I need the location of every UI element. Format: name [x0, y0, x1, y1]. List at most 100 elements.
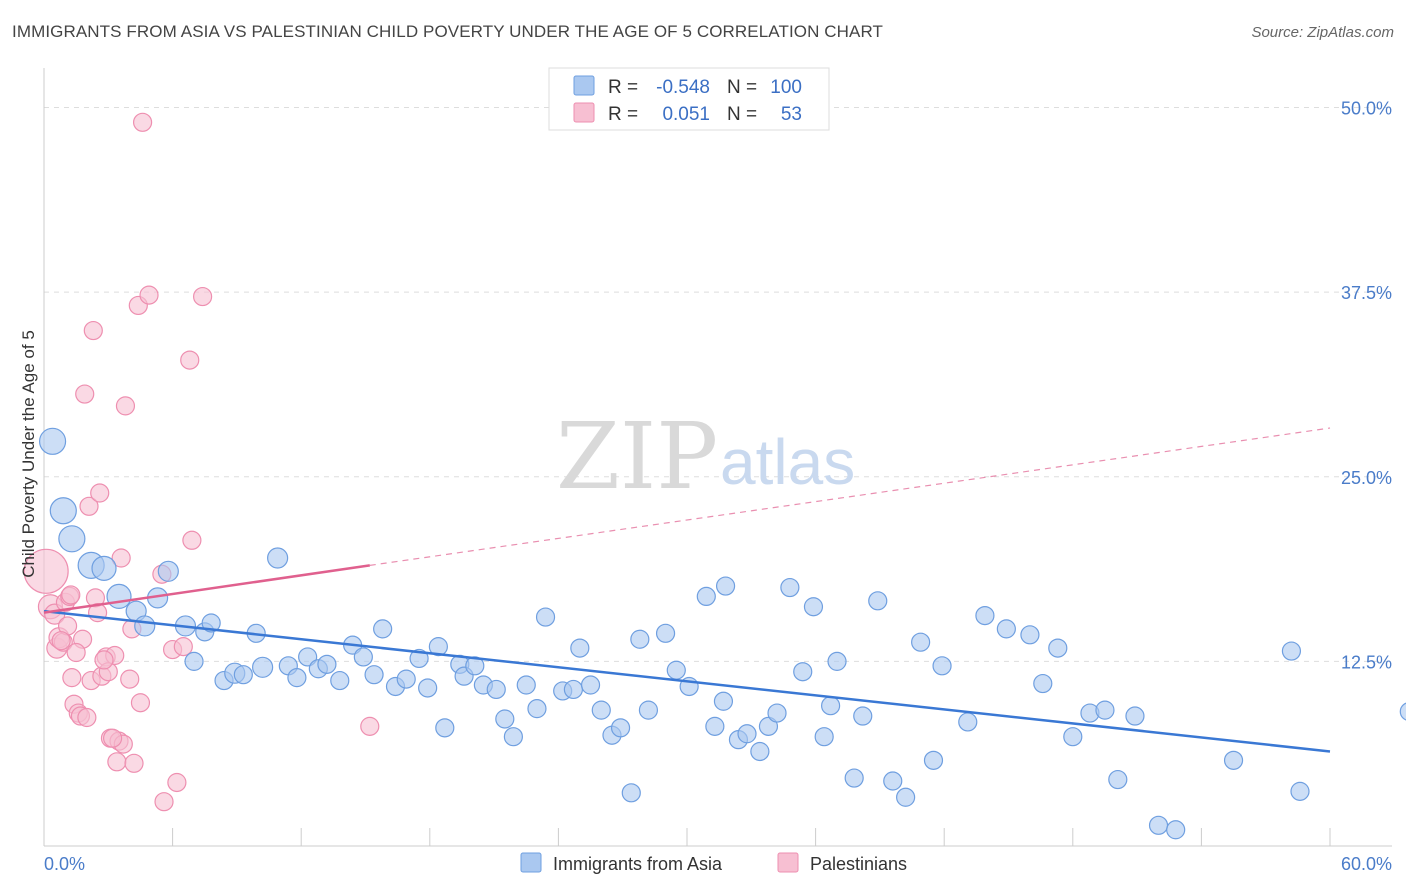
asia-point — [666, 660, 686, 680]
asia-point — [767, 703, 787, 723]
palestinians-point — [79, 496, 99, 516]
asia-point — [1033, 673, 1053, 694]
asia-point — [418, 678, 438, 698]
palestinians-point — [77, 707, 97, 728]
asia-point — [1399, 702, 1406, 721]
asia-point — [486, 679, 506, 700]
asia-point — [750, 741, 770, 762]
asia-point — [975, 605, 995, 626]
palestinians-point — [154, 792, 174, 812]
palestinians-point — [173, 637, 193, 657]
palestinians-point — [120, 669, 140, 689]
asia-point — [932, 656, 952, 676]
asia-point — [435, 718, 455, 738]
asia-point — [428, 637, 448, 657]
palestinians-point — [130, 693, 151, 713]
asia-point — [853, 706, 873, 726]
asia-point — [923, 750, 944, 770]
asia-point — [655, 623, 676, 643]
asia-point — [793, 662, 813, 682]
grid-lines — [44, 107, 1392, 662]
y-axis-label: Child Poverty Under the Age of 5 — [19, 330, 38, 578]
palestinians-point — [51, 631, 71, 651]
palestinians-point — [115, 396, 136, 416]
asia-point — [844, 768, 864, 788]
palestinians-point — [62, 668, 82, 688]
asia-point — [996, 619, 1016, 639]
y-tick-label: 12.5% — [1341, 652, 1392, 672]
asia-point — [803, 597, 824, 617]
bottom-legend-label-palestinians: Palestinians — [810, 854, 907, 874]
asia-point — [58, 525, 86, 553]
asia-point — [38, 427, 67, 455]
palestinians-point — [83, 320, 103, 341]
trend-lines — [43, 427, 1331, 753]
x-tick-min: 0.0% — [44, 854, 85, 874]
asia-point — [1108, 769, 1128, 790]
asia-point — [638, 700, 659, 720]
palestinians-point — [139, 285, 159, 305]
asia-point — [364, 665, 384, 685]
asia-point — [1048, 638, 1068, 658]
bottom-legend-swatch-palestinians — [777, 852, 799, 873]
palestinians-point — [124, 753, 144, 773]
legend-box — [548, 67, 830, 131]
palestinians-point — [90, 483, 110, 503]
y-tick-label: 37.5% — [1341, 283, 1392, 303]
asia-point — [1148, 815, 1169, 835]
asia-point — [287, 668, 307, 688]
asia-point — [621, 783, 641, 803]
palestinians-point — [182, 530, 202, 550]
legend-n-label-asia: N = — [727, 77, 757, 98]
palestinians-trend-line — [43, 564, 370, 614]
palestinians-trend-extension — [369, 427, 1331, 566]
palestinians-point — [360, 716, 380, 736]
asia-point — [184, 651, 204, 671]
legend-r-value-asia: -0.548 — [656, 77, 710, 98]
asia-point — [298, 647, 318, 667]
palestinians-point — [23, 548, 69, 594]
asia-point — [516, 675, 536, 695]
asia-points — [38, 427, 1406, 840]
bottom-legend-swatch-asia — [520, 852, 542, 873]
asia-point — [106, 583, 132, 610]
asia-point — [591, 700, 611, 720]
asia-point — [330, 670, 350, 691]
series-legend: Immigrants from Asia Palestinians — [520, 852, 907, 874]
asia-point — [409, 648, 429, 669]
asia-point — [821, 696, 841, 716]
asia-point — [780, 577, 800, 598]
asia-point — [1020, 625, 1040, 645]
asia-point — [1166, 820, 1186, 840]
asia-point — [1125, 706, 1145, 726]
asia-point — [1290, 781, 1310, 801]
palestinians-point — [61, 585, 81, 605]
watermark-zip: ZIP — [556, 403, 718, 510]
asia-point — [911, 632, 931, 652]
asia-point — [465, 656, 485, 676]
legend-swatch-palestinians — [573, 102, 595, 123]
asia-point — [958, 712, 978, 732]
asia-trend-line — [43, 609, 1331, 753]
y-tick-labels: 12.5% 25.0% 37.5% 50.0% — [1341, 99, 1392, 673]
asia-point — [91, 555, 117, 581]
palestinians-point — [132, 112, 153, 132]
asia-point — [1223, 750, 1244, 770]
legend-swatch-asia — [573, 75, 595, 96]
asia-point — [233, 665, 253, 685]
correlation-legend: R = -0.548 N = 100 R = 0.051 N = 53 — [548, 67, 830, 131]
asia-point — [396, 669, 416, 689]
asia-point — [896, 787, 916, 807]
asia-point — [252, 656, 274, 678]
y-tick-label: 25.0% — [1341, 468, 1392, 488]
legend-r-label-palestinians: R = — [608, 104, 638, 125]
asia-point — [1095, 700, 1115, 720]
asia-point — [527, 699, 547, 719]
asia-point — [737, 724, 757, 744]
palestinians-points — [23, 112, 380, 812]
bottom-legend-label-asia: Immigrants from Asia — [553, 854, 723, 874]
palestinians-point — [167, 772, 187, 793]
asia-point — [580, 675, 601, 695]
asia-point — [503, 727, 523, 747]
